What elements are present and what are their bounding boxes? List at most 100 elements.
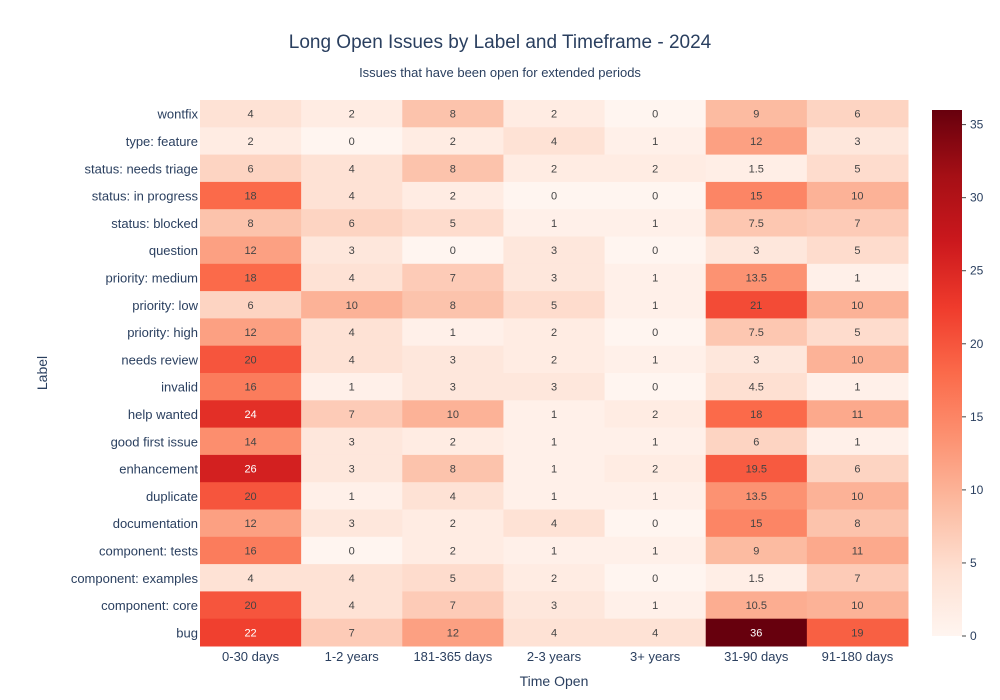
heatmap-cell bbox=[503, 536, 606, 565]
heatmap-cell-value: 6 bbox=[753, 436, 759, 448]
heatmap-cell-value: 8 bbox=[450, 300, 456, 312]
heatmap-cell-value: 10 bbox=[851, 600, 863, 612]
heatmap-cell-value: 1 bbox=[450, 327, 456, 339]
heatmap-cell-value: 8 bbox=[450, 464, 456, 476]
heatmap-cell-value: 2 bbox=[652, 464, 658, 476]
heatmap-cell-value: 2 bbox=[551, 327, 557, 339]
heatmap-cell bbox=[503, 373, 606, 401]
heatmap-cell-value: 1 bbox=[652, 354, 658, 366]
heatmap-cell bbox=[503, 427, 606, 456]
heatmap-cell-value: 8 bbox=[450, 109, 456, 121]
heatmap-cell-value: 1 bbox=[854, 436, 860, 448]
heatmap-cell bbox=[301, 400, 403, 429]
y-tick-label: duplicate bbox=[146, 489, 198, 504]
heatmap-cell-value: 1 bbox=[349, 382, 355, 394]
heatmap-cell-value: 2 bbox=[349, 109, 355, 121]
y-tick-label: status: blocked bbox=[111, 216, 198, 231]
heatmap-cell bbox=[503, 345, 606, 374]
heatmap-cell-value: 3 bbox=[349, 245, 355, 257]
heatmap-cell bbox=[604, 209, 707, 237]
heatmap-cell-value: 10 bbox=[447, 409, 459, 421]
heatmap-cell bbox=[604, 564, 707, 592]
heatmap-cell-value: 2 bbox=[551, 109, 557, 121]
heatmap-cell-value: 18 bbox=[244, 191, 256, 203]
heatmap-cell-value: 13.5 bbox=[746, 272, 767, 284]
heatmap-cell-value: 4 bbox=[551, 136, 557, 148]
heatmap-cell bbox=[301, 291, 403, 319]
heatmap-cell-value: 1 bbox=[652, 136, 658, 148]
heatmap-cell bbox=[503, 154, 606, 183]
heatmap-cell-value: 0 bbox=[349, 136, 355, 148]
heatmap-cell bbox=[402, 181, 504, 210]
heatmap-cell bbox=[705, 100, 808, 128]
heatmap-cell bbox=[604, 291, 707, 319]
x-tick-label: 0-30 days bbox=[222, 649, 280, 664]
heatmap-cell bbox=[705, 536, 808, 565]
heatmap-cell bbox=[402, 154, 504, 183]
heatmap-cell-value: 3 bbox=[450, 354, 456, 366]
heatmap-cell-value: 12 bbox=[244, 518, 256, 530]
heatmap-cell-value: 0 bbox=[652, 518, 658, 530]
heatmap-cell bbox=[200, 263, 302, 292]
heatmap-cell-value: 12 bbox=[244, 327, 256, 339]
heatmap-cell bbox=[705, 454, 808, 483]
chart-title: Long Open Issues by Label and Timeframe … bbox=[288, 32, 712, 53]
heatmap-cell-value: 3 bbox=[349, 464, 355, 476]
heatmap-cell bbox=[301, 318, 403, 347]
heatmap-cell-value: 2 bbox=[652, 163, 658, 175]
heatmap-cell-value: 2 bbox=[551, 354, 557, 366]
heatmap-cell bbox=[604, 181, 707, 210]
heatmap-cell-value: 6 bbox=[248, 300, 254, 312]
heatmap-cell bbox=[806, 345, 909, 374]
heatmap-cell bbox=[402, 482, 504, 510]
heatmap-cell-value: 1 bbox=[652, 491, 658, 503]
heatmap-cell-value: 4 bbox=[349, 272, 355, 284]
heatmap-cell-value: 1 bbox=[652, 545, 658, 557]
heatmap-cell-value: 3 bbox=[551, 382, 557, 394]
heatmap-cell-value: 5 bbox=[854, 163, 860, 175]
heatmap-cell bbox=[200, 591, 302, 620]
heatmap-cell-value: 0 bbox=[349, 545, 355, 557]
heatmap-cell-value: 0 bbox=[652, 109, 658, 121]
heatmap-cell-value: 6 bbox=[854, 464, 860, 476]
heatmap-cell-value: 1 bbox=[551, 491, 557, 503]
y-tick-label: priority: medium bbox=[106, 270, 198, 285]
heatmap-cell-value: 14 bbox=[244, 436, 256, 448]
heatmap-cell bbox=[200, 154, 302, 183]
heatmap-cell-value: 1.5 bbox=[749, 573, 764, 585]
colorbar-tick-label: 0 bbox=[970, 629, 977, 643]
heatmap-cell bbox=[806, 263, 909, 292]
heatmap-cell bbox=[604, 236, 707, 265]
heatmap-cell-value: 3 bbox=[753, 245, 759, 257]
heatmap-cell bbox=[705, 127, 808, 156]
heatmap-cell bbox=[402, 291, 504, 319]
x-tick-label: 31-90 days bbox=[724, 649, 789, 664]
colorbar-tick-label: 20 bbox=[970, 337, 984, 351]
heatmap-cell-value: 8 bbox=[854, 518, 860, 530]
colorbar-tick-label: 35 bbox=[970, 118, 984, 132]
heatmap-cell-value: 2 bbox=[652, 409, 658, 421]
heatmap-cell bbox=[806, 236, 909, 265]
heatmap-cell-value: 7 bbox=[349, 409, 355, 421]
heatmap-cell bbox=[705, 400, 808, 429]
heatmap-cell-value: 4 bbox=[248, 573, 254, 585]
colorbar-tick-label: 10 bbox=[970, 483, 984, 497]
heatmap-cell-value: 1 bbox=[551, 218, 557, 230]
heatmap-cell bbox=[806, 536, 909, 565]
heatmap-cell bbox=[705, 318, 808, 347]
heatmap-cell-value: 0 bbox=[652, 327, 658, 339]
heatmap-cell bbox=[705, 591, 808, 620]
x-axis-title: Time Open bbox=[519, 673, 589, 689]
heatmap-cell bbox=[301, 564, 403, 592]
heatmap-cell-value: 3 bbox=[854, 136, 860, 148]
heatmap-cell-value: 1 bbox=[652, 300, 658, 312]
heatmap-cell bbox=[200, 373, 302, 401]
heatmap-cell bbox=[806, 454, 909, 483]
heatmap-cell bbox=[604, 127, 707, 156]
heatmap-cell-value: 20 bbox=[244, 354, 256, 366]
heatmap-cell bbox=[705, 291, 808, 319]
heatmap-cell-value: 2 bbox=[450, 436, 456, 448]
heatmap-cell-value: 2 bbox=[551, 573, 557, 585]
heatmap-cell bbox=[200, 100, 302, 128]
heatmap-cell-value: 8 bbox=[248, 218, 254, 230]
